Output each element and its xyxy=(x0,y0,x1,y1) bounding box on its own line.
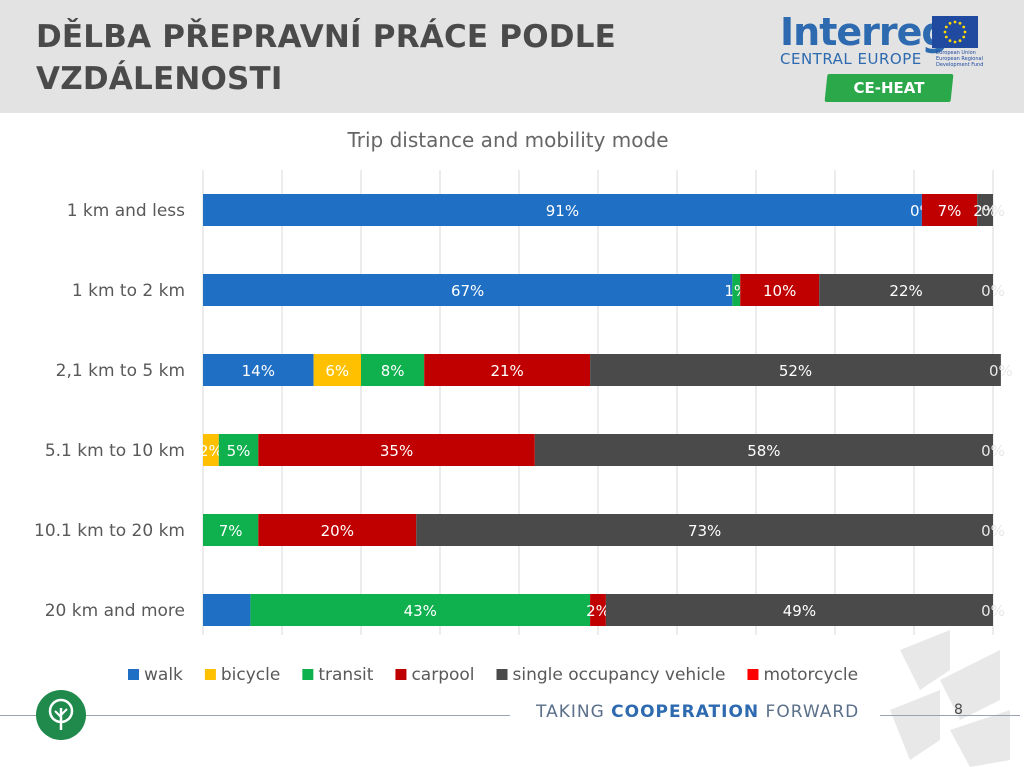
bar-segment xyxy=(203,514,259,546)
data-label: 52% xyxy=(779,362,812,380)
data-label: 22% xyxy=(889,282,922,300)
data-label: 8% xyxy=(381,362,405,380)
data-label: 20% xyxy=(321,522,354,540)
data-label: 5% xyxy=(227,442,251,460)
data-label: 0% xyxy=(981,602,1005,620)
bar-segment xyxy=(416,514,993,546)
chart-title: Trip distance and mobility mode xyxy=(346,128,668,152)
legend-label: walk xyxy=(144,665,183,685)
category-label: 1 km to 2 km xyxy=(72,281,185,301)
data-label: 73% xyxy=(688,522,721,540)
bar-segment xyxy=(203,594,251,626)
legend-swatch xyxy=(204,669,216,680)
data-label: 43% xyxy=(404,602,437,620)
footer-rule-left xyxy=(0,715,510,716)
category-label: 20 km and more xyxy=(45,601,185,621)
bar-segment xyxy=(732,274,741,306)
tree-logo-icon xyxy=(36,690,86,740)
data-label: 10% xyxy=(763,282,796,300)
category-label: 10.1 km to 20 km xyxy=(34,521,185,541)
category-label: 2,1 km to 5 km xyxy=(56,361,185,381)
data-label: 2% xyxy=(973,202,997,220)
category-label: 5.1 km to 10 km xyxy=(45,441,185,461)
bar-segment xyxy=(590,354,1001,386)
interreg-logo: Interreg CENTRAL EUROPE European Union E… xyxy=(778,10,988,110)
legend-label: transit xyxy=(318,665,373,685)
legend-swatch xyxy=(496,669,508,680)
legend-swatch xyxy=(128,669,139,680)
bar-segment xyxy=(203,354,314,386)
eu-fund-text: European Union European Regional Develop… xyxy=(936,50,984,68)
tagline-bold: COOPERATION xyxy=(611,702,760,722)
bar-segment xyxy=(203,434,219,466)
legend-swatch xyxy=(302,669,314,680)
decorative-arrows-icon xyxy=(890,630,1010,767)
data-label: 67% xyxy=(451,282,484,300)
bar-segment xyxy=(819,274,993,306)
legend-label: single occupancy vehicle xyxy=(513,665,726,685)
data-label: 35% xyxy=(380,442,413,460)
category-label: 1 km and less xyxy=(67,201,185,221)
legend-label: bicycle xyxy=(221,665,280,685)
bar-segment xyxy=(977,194,993,226)
data-label: 7% xyxy=(219,522,243,540)
data-label: 0% xyxy=(981,202,1005,220)
legend-label: carpool xyxy=(411,665,474,685)
data-label: 0% xyxy=(981,522,1005,540)
tagline-prefix: TAKING xyxy=(536,702,612,722)
data-label: 0% xyxy=(981,282,1005,300)
tagline-suffix: FORWARD xyxy=(759,702,860,722)
bar-segment xyxy=(218,434,259,466)
logo-wordmark: Interreg xyxy=(780,10,949,54)
bar-segment xyxy=(250,594,591,626)
ceheat-badge-label: CE-HEAT xyxy=(853,79,925,97)
legend-swatch xyxy=(395,669,407,680)
bar-segment xyxy=(921,194,978,226)
bar-segment xyxy=(740,274,820,306)
data-label: 0% xyxy=(989,362,1013,380)
bar-segment xyxy=(590,594,606,626)
logo-subtitle: CENTRAL EUROPE xyxy=(780,50,922,68)
title-line-1: DĚLBA PŘEPRAVNÍ PRÁCE PODLE xyxy=(36,19,617,55)
data-label: 21% xyxy=(490,362,523,380)
legend-label: motorcycle xyxy=(763,665,858,685)
data-label: 6% xyxy=(325,362,349,380)
data-label: 58% xyxy=(747,442,780,460)
bar-segment xyxy=(605,594,993,626)
slide-title: DĚLBA PŘEPRAVNÍ PRÁCE PODLE VZDÁLENOSTI xyxy=(36,16,676,100)
bar-segment xyxy=(424,354,591,386)
legend-swatch xyxy=(747,669,759,680)
bar-segment xyxy=(203,274,733,306)
bar-segment xyxy=(534,434,993,466)
bar-segment xyxy=(203,194,922,226)
footer-rule-right xyxy=(880,715,1020,716)
bar-segment xyxy=(258,434,535,466)
bar-segment xyxy=(361,354,425,386)
data-label: 91% xyxy=(546,202,579,220)
eu-flag-icon xyxy=(932,16,978,48)
data-label: 14% xyxy=(242,362,275,380)
data-label: 2% xyxy=(199,442,223,460)
bar-segment xyxy=(258,514,417,546)
data-label: 2% xyxy=(586,602,610,620)
stacked-bar-chart: Trip distance and mobility mode 1 km and … xyxy=(34,128,1013,685)
footer-tagline: TAKING COOPERATION FORWARD xyxy=(536,702,859,722)
title-line-2: VZDÁLENOSTI xyxy=(36,61,283,97)
bar-segment xyxy=(313,354,361,386)
data-label: 49% xyxy=(783,602,816,620)
data-label: 7% xyxy=(938,202,962,220)
data-label: 0% xyxy=(981,442,1005,460)
page-number: 8 xyxy=(954,702,963,718)
